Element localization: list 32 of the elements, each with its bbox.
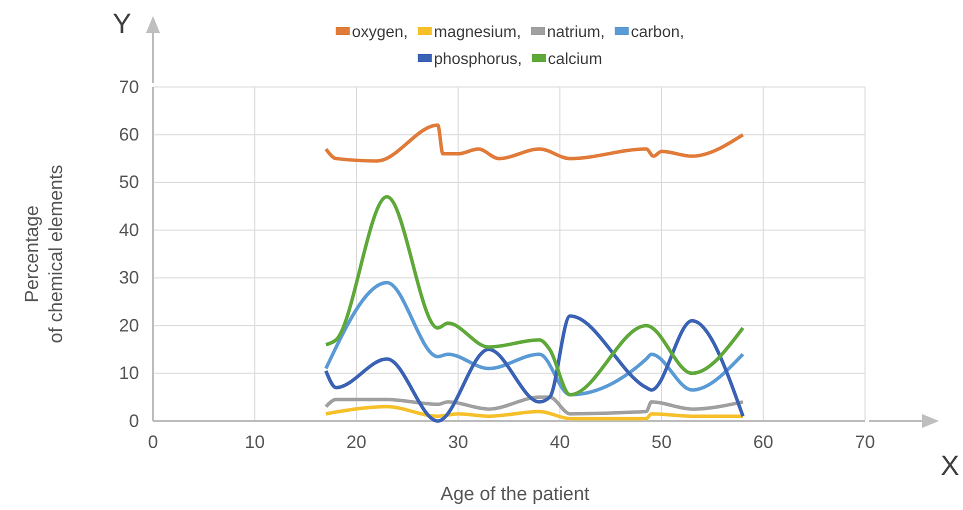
x-tick-label: 20 xyxy=(346,432,366,452)
line-series xyxy=(324,123,745,163)
x-tick-label: 40 xyxy=(550,432,570,452)
legend-label: phosphorus, xyxy=(434,51,522,68)
text: Y xyxy=(112,8,132,39)
x-tick-label: 30 xyxy=(448,432,468,452)
legend-label: calcium xyxy=(548,51,602,68)
legend-label: oxygen, xyxy=(352,24,408,41)
y-tick-label: 0 xyxy=(128,410,139,431)
y-tick-label: 50 xyxy=(118,172,139,192)
y-tick-label: 20 xyxy=(118,315,139,336)
line-series xyxy=(324,314,745,423)
y-tick-label: 60 xyxy=(118,124,139,144)
x-tick-label: 50 xyxy=(652,432,672,452)
y-tick-label: 40 xyxy=(118,220,139,240)
x-tick-label: 60 xyxy=(753,432,774,452)
y-tick-label: 10 xyxy=(118,363,139,384)
y-axis-title: Percentage of chemical elements xyxy=(22,164,67,344)
legend-label: natrium, xyxy=(547,24,605,41)
legend-label: magnesium, xyxy=(434,24,522,41)
x-tick-label: 70 xyxy=(854,432,876,452)
text: X xyxy=(940,450,960,481)
line-series xyxy=(324,395,745,416)
x-tick-label: 0 xyxy=(148,432,158,452)
line-series xyxy=(324,404,745,420)
line-series xyxy=(324,280,745,397)
line-series xyxy=(324,194,745,397)
y-tick-label: 30 xyxy=(118,268,139,288)
legend-label: carbon, xyxy=(630,24,684,41)
x-tick-label: 10 xyxy=(244,432,265,452)
y-tick-label: 70 xyxy=(118,76,139,97)
x-axis-title: Age of the patient xyxy=(440,484,590,505)
